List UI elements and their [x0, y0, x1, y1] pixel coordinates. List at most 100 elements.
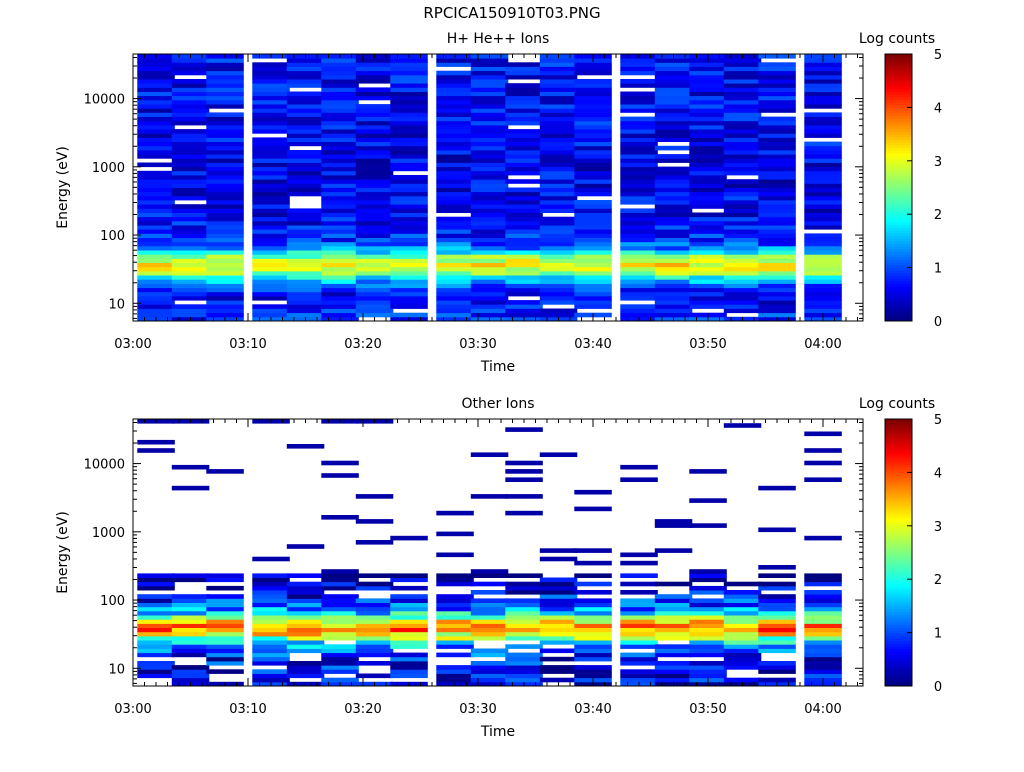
heatmap-cell [286, 158, 325, 163]
heatmap-cell [436, 258, 474, 263]
heatmap-cell [804, 631, 842, 637]
heatmap-cell [505, 74, 543, 80]
heatmap-cell [574, 112, 612, 117]
heatmap-cell [137, 137, 175, 142]
heatmap-cell [689, 569, 727, 574]
colorbar-step [885, 501, 912, 505]
heatmap-cell [206, 83, 244, 88]
heatmap-cell [689, 179, 727, 184]
colorbar-tick-label: 2 [934, 208, 942, 223]
heatmap-cell [689, 129, 727, 134]
heatmap-cell [355, 91, 394, 97]
heatmap-cell [539, 70, 578, 76]
heatmap-cell [206, 602, 244, 608]
heatmap-cell [436, 83, 474, 88]
heatmap-cell [574, 266, 612, 272]
heatmap-cell [137, 66, 175, 72]
heatmap-cell [286, 296, 325, 301]
colorbar-step [885, 675, 912, 679]
heatmap-cell [390, 577, 428, 583]
heatmap-cell [321, 108, 359, 113]
heatmap-cell [252, 656, 290, 662]
heatmap-cell [252, 673, 290, 679]
colorbar-step [885, 291, 912, 295]
heatmap-cell [286, 191, 325, 197]
heatmap-cell [206, 129, 244, 134]
heatmap-cell [436, 615, 474, 620]
heatmap-cell [758, 158, 796, 163]
heatmap-cell [689, 598, 727, 603]
heatmap-cell [252, 640, 290, 645]
heatmap-cell [505, 590, 543, 595]
heatmap-cell [470, 279, 509, 284]
heatmap-cell [137, 279, 175, 284]
heatmap-cell [286, 283, 325, 289]
heatmap-cell [470, 158, 509, 163]
heatmap-cell [804, 431, 842, 437]
heatmap-cell [758, 62, 796, 67]
heatmap-cell [620, 229, 658, 234]
heatmap-cell [390, 304, 428, 309]
heatmap-cell [804, 166, 842, 172]
heatmap-cell [470, 300, 509, 305]
heatmap-cell [758, 129, 796, 134]
heatmap-cell [689, 91, 727, 97]
heatmap-cell [171, 648, 210, 654]
heatmap-cell [539, 635, 578, 641]
heatmap-cell [539, 602, 578, 608]
heatmap-cell [321, 652, 359, 658]
heatmap-cell [804, 216, 842, 222]
heatmap-cell [758, 581, 796, 587]
colorbar-step [885, 72, 912, 76]
heatmap-cell [539, 62, 578, 67]
heatmap-cell [689, 62, 727, 67]
colorbar-step [885, 597, 912, 601]
heatmap-cell [654, 661, 693, 666]
heatmap-cell [470, 631, 509, 637]
heatmap-cell [689, 275, 727, 280]
heatmap-cell [321, 573, 359, 578]
heatmap-cell [804, 112, 842, 117]
heatmap-cell [723, 204, 762, 209]
heatmap-cell [286, 154, 325, 159]
colorbar-step [885, 429, 912, 433]
heatmap-cell [620, 644, 658, 649]
heatmap-cell [758, 245, 796, 251]
heatmap-cell [252, 275, 290, 280]
heatmap-cell [620, 237, 658, 243]
heatmap-cell [355, 258, 394, 263]
heatmap-cell [252, 241, 290, 247]
heatmap-cell [654, 250, 693, 255]
heatmap-cell [355, 137, 394, 142]
heatmap-cell [206, 91, 244, 97]
heatmap-cell [620, 304, 658, 309]
heatmap-cell [689, 615, 727, 620]
heatmap-cell [286, 104, 325, 109]
heatmap-cell [723, 83, 762, 88]
colorbar-step [885, 592, 912, 596]
heatmap-cell [758, 594, 796, 599]
heatmap-cell [436, 104, 474, 109]
heatmap-cell [574, 120, 612, 126]
heatmap-cell [620, 116, 658, 122]
y-tick-label: 10 [108, 662, 125, 677]
heatmap-cell [355, 635, 394, 641]
heatmap-cell [470, 99, 509, 105]
heatmap-cell [758, 606, 796, 612]
colorbar-step [885, 62, 912, 66]
heatmap-cell [654, 104, 693, 109]
heatmap-cell [171, 296, 210, 301]
heatmap-cell [206, 661, 244, 666]
heatmap-cell [804, 133, 842, 138]
x-tick-label: 03:50 [689, 337, 726, 352]
heatmap-cell [355, 581, 394, 587]
heatmap-cell [620, 652, 658, 658]
heatmap-cell [470, 74, 509, 80]
heatmap-cell [321, 70, 359, 76]
colorbar-step [885, 512, 912, 516]
heatmap-cell [286, 241, 325, 247]
colorbar-step [885, 248, 912, 252]
heatmap-cell [505, 137, 543, 142]
colorbar-step [885, 296, 912, 301]
heatmap-cell [355, 62, 394, 67]
